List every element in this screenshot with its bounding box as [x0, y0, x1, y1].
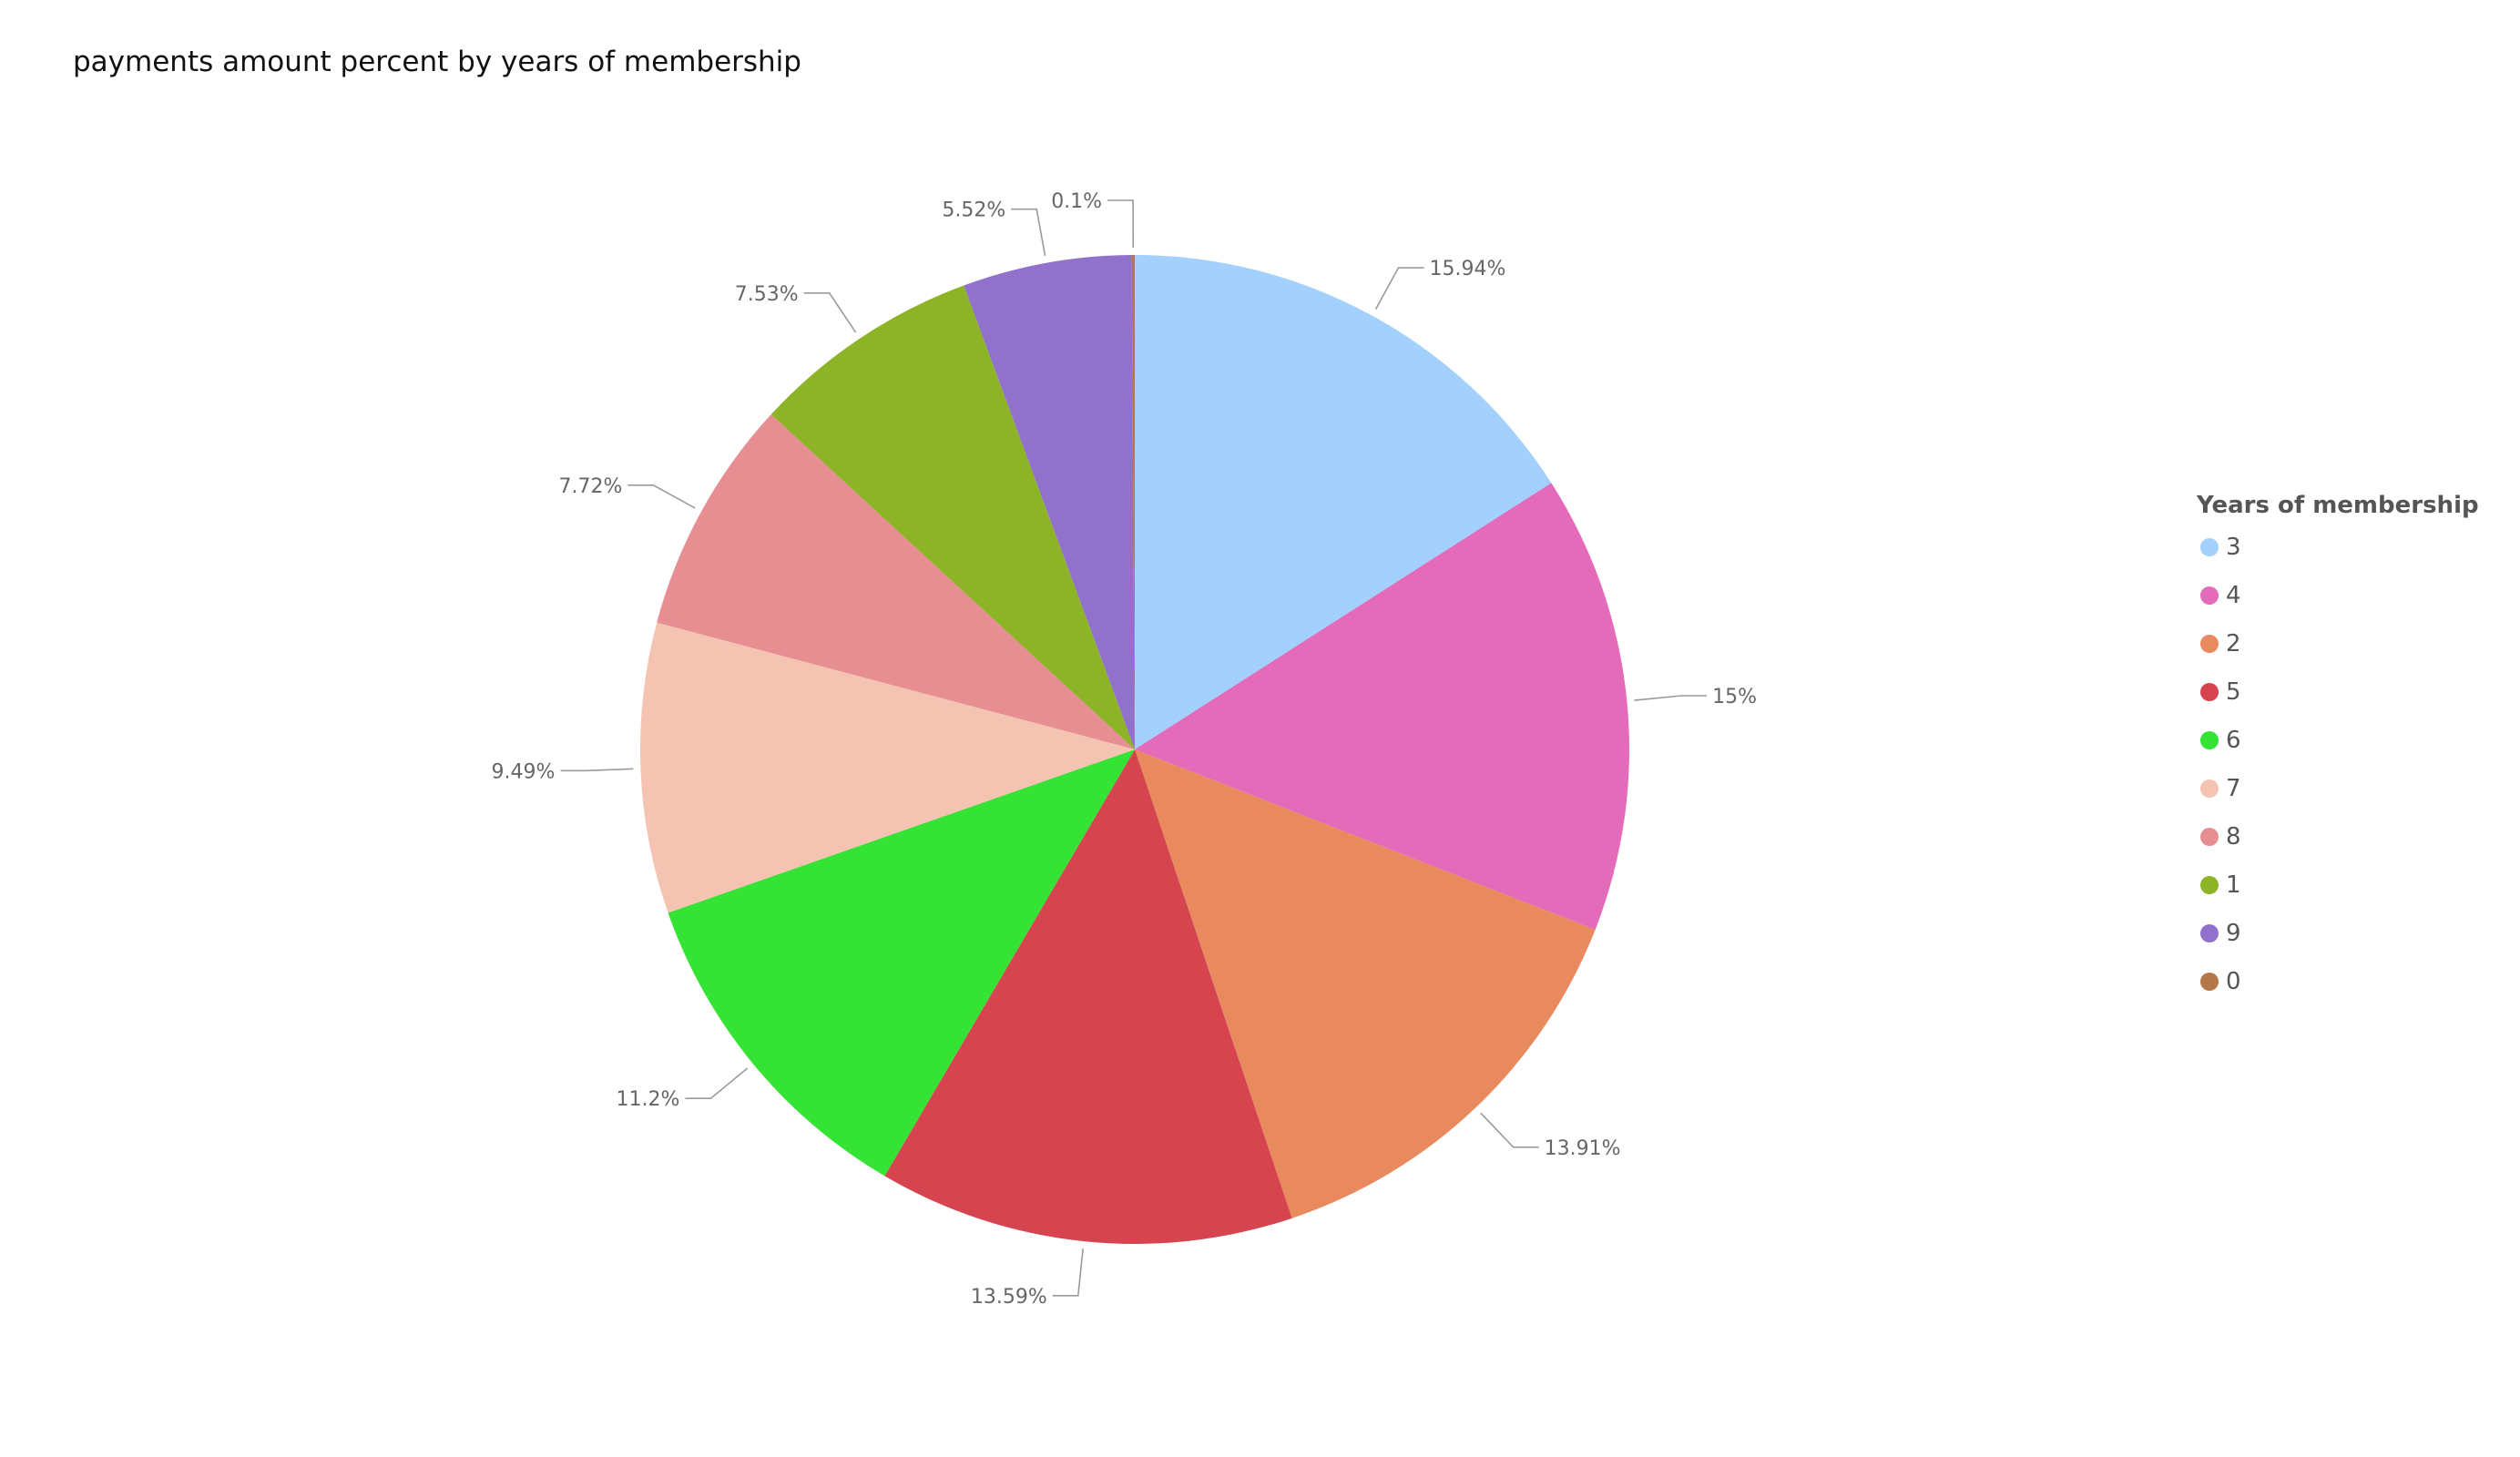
legend-item-0[interactable]: 0: [2197, 957, 2479, 1005]
pie-slice-0[interactable]: [1131, 255, 1135, 749]
legend-title: Years of membership: [2197, 492, 2479, 519]
legend-label: 1: [2226, 871, 2241, 899]
data-label-5: 13.59%: [971, 1286, 1047, 1309]
pie-data-labels: 15.94% 15% 13.91% 13.59% 11.2% 9.49% 7.72% 7.53…: [492, 190, 1757, 1309]
legend-item-5[interactable]: 5: [2197, 667, 2479, 716]
leader-line-1: [803, 292, 857, 333]
legend-item-9[interactable]: 9: [2197, 909, 2479, 957]
legend-item-8[interactable]: 8: [2197, 812, 2479, 861]
leader-line-5: [1052, 1248, 1084, 1297]
data-label-3: 15.94%: [1430, 258, 1506, 280]
legend-swatch-icon: [2200, 730, 2219, 749]
legend-swatch-icon: [2200, 875, 2219, 894]
leader-line-2: [1480, 1112, 1539, 1148]
legend-label: 4: [2226, 581, 2241, 609]
pie-slice-8[interactable]: [657, 414, 1135, 749]
legend-label: 6: [2226, 726, 2241, 754]
legend-item-4[interactable]: 4: [2197, 571, 2479, 619]
legend-swatch-icon: [2200, 586, 2219, 605]
pie-slice-3[interactable]: [1135, 255, 1552, 749]
legend-label: 7: [2226, 774, 2241, 802]
legend-item-7[interactable]: 7: [2197, 764, 2479, 812]
legend-label: 0: [2226, 967, 2241, 995]
legend-items: 3 4 2 5 6 7 8 1 9 0: [2197, 523, 2479, 1005]
legend-label: 3: [2226, 533, 2241, 561]
pie-slice-1[interactable]: [770, 285, 1135, 749]
chart-title: payments amount percent by years of memb…: [73, 46, 801, 78]
data-label-9: 5.52%: [942, 199, 1005, 222]
data-label-1: 7.53%: [735, 283, 799, 306]
legend-swatch-icon: [2200, 923, 2219, 942]
pie-slice-7[interactable]: [639, 622, 1135, 913]
data-label-7: 9.49%: [492, 760, 556, 783]
legend-swatch-icon: [2200, 972, 2219, 991]
pie-slice-5[interactable]: [884, 749, 1292, 1244]
leader-line-7: [560, 768, 634, 772]
leader-line-4: [1634, 695, 1708, 701]
legend-item-2[interactable]: 2: [2197, 619, 2479, 667]
leader-line-0: [1107, 199, 1135, 249]
leader-line-8: [627, 484, 696, 509]
pie-slice-2[interactable]: [1135, 749, 1596, 1218]
leader-line-9: [1011, 208, 1046, 257]
data-label-4: 15%: [1712, 686, 1757, 708]
data-label-6: 11.2%: [617, 1088, 680, 1111]
legend-swatch-icon: [2200, 682, 2219, 701]
legend-swatch-icon: [2200, 827, 2219, 846]
legend-item-6[interactable]: 6: [2197, 716, 2479, 764]
legend-item-1[interactable]: 1: [2197, 861, 2479, 909]
legend-swatch-icon: [2200, 779, 2219, 798]
data-label-8: 7.72%: [559, 475, 623, 498]
pie-slice-9[interactable]: [964, 255, 1135, 749]
data-label-2: 13.91%: [1545, 1137, 1621, 1160]
legend: Years of membership 3 4 2 5 6 7 8 1 9 0: [2197, 492, 2479, 1005]
pie-slice-4[interactable]: [1135, 483, 1630, 930]
pie-slice-6[interactable]: [668, 749, 1135, 1177]
legend-label: 5: [2226, 678, 2241, 706]
legend-label: 9: [2226, 919, 2241, 947]
leader-line-3: [1374, 267, 1424, 311]
legend-item-3[interactable]: 3: [2197, 523, 2479, 571]
legend-label: 2: [2226, 629, 2241, 657]
data-label-0: 0.1%: [1051, 190, 1102, 213]
leader-line-6: [685, 1067, 749, 1099]
pie-slices: [639, 255, 1630, 1244]
legend-label: 8: [2226, 822, 2241, 851]
legend-swatch-icon: [2200, 537, 2219, 556]
legend-swatch-icon: [2200, 634, 2219, 653]
